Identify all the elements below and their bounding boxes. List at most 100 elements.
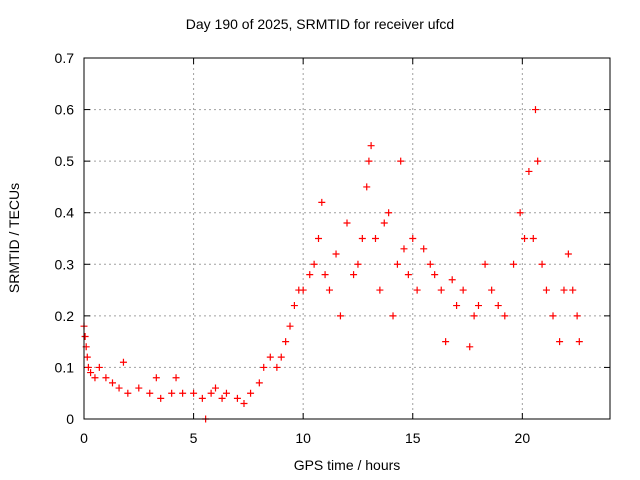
data-point (124, 389, 132, 397)
y-tick-label: 0.6 (55, 102, 75, 118)
data-point (448, 276, 456, 284)
y-tick-label: 0.1 (55, 359, 75, 375)
x-axis: 0 5 10 15 20 (80, 58, 530, 446)
data-point (560, 286, 568, 294)
data-point (91, 374, 99, 382)
data-point (420, 245, 428, 253)
data-point (501, 312, 509, 320)
x-axis-label: GPS time / hours (293, 457, 401, 473)
data-point (573, 312, 581, 320)
data-point (413, 286, 421, 294)
data-point (146, 389, 154, 397)
y-tick-label: 0.2 (55, 308, 75, 324)
data-point (247, 389, 255, 397)
data-point (380, 219, 388, 227)
data-point (108, 379, 116, 387)
data-point (282, 338, 290, 346)
data-point (350, 271, 358, 279)
data-point (290, 302, 298, 310)
data-point (273, 363, 281, 371)
data-point (494, 302, 502, 310)
data-point (102, 374, 110, 382)
data-point (516, 209, 524, 217)
data-point (549, 312, 557, 320)
data-point (510, 260, 518, 268)
data-point (525, 167, 533, 175)
data-point (233, 394, 241, 402)
data-point (332, 250, 340, 258)
data-point (470, 312, 478, 320)
data-point (437, 286, 445, 294)
data-point (84, 363, 92, 371)
x-tick-label: 10 (295, 430, 311, 446)
data-point (95, 363, 103, 371)
data-point (255, 379, 263, 387)
data-point (409, 235, 417, 242)
data-point (277, 353, 285, 361)
data-point (119, 358, 127, 366)
data-point (358, 235, 366, 242)
data-point (306, 271, 314, 279)
data-point (260, 363, 268, 371)
data-point (371, 235, 379, 242)
data-point (299, 286, 307, 294)
data-point (488, 286, 496, 294)
data-point (87, 369, 95, 377)
data-point (310, 260, 318, 268)
data-point (367, 142, 375, 150)
data-point (266, 353, 274, 361)
data-point (397, 157, 405, 165)
data-point (542, 286, 550, 294)
data-point (207, 389, 215, 397)
x-tick-label: 15 (405, 430, 421, 446)
y-tick-label: 0 (66, 411, 74, 427)
data-point (376, 286, 384, 294)
plot-frame (83, 57, 611, 420)
data-point (321, 271, 329, 279)
data-point (315, 235, 323, 242)
data-point (365, 157, 373, 165)
data-point (466, 343, 474, 351)
data-point (286, 322, 294, 330)
data-point (404, 271, 412, 279)
data-point (393, 260, 401, 268)
data-point (135, 384, 143, 392)
y-tick-label: 0.5 (55, 153, 75, 169)
data-point (325, 286, 333, 294)
data-point (318, 198, 326, 206)
data-point (152, 374, 160, 382)
data-point (198, 394, 206, 402)
data-point (569, 286, 577, 294)
data-point (529, 235, 537, 242)
data-point (190, 389, 198, 397)
data-point (218, 394, 226, 402)
data-point (222, 389, 230, 397)
data-point (168, 389, 176, 397)
data-point (115, 384, 123, 392)
y-tick-label: 0.4 (55, 205, 75, 221)
data-point (521, 235, 529, 242)
data-point (354, 260, 362, 268)
data-point (426, 260, 434, 268)
data-point (179, 389, 187, 397)
data-point (575, 338, 583, 346)
y-axis: 0 0.1 0.2 0.3 0.4 0.5 0.6 0.7 (55, 50, 610, 427)
data-point (343, 219, 351, 227)
data-point (172, 374, 180, 382)
data-point (81, 332, 89, 340)
data-point (534, 157, 542, 165)
data-point (389, 312, 397, 320)
x-tick-label: 5 (190, 430, 198, 446)
data-point (240, 400, 248, 408)
data-point (481, 260, 489, 268)
x-tick-label: 0 (80, 430, 88, 446)
y-tick-label: 0.7 (55, 50, 75, 66)
data-point (212, 384, 219, 392)
data-point (475, 302, 482, 310)
data-point (453, 302, 461, 310)
data-point (459, 286, 467, 294)
data-point (531, 106, 539, 114)
data-point (400, 245, 408, 253)
data-point (336, 312, 344, 320)
